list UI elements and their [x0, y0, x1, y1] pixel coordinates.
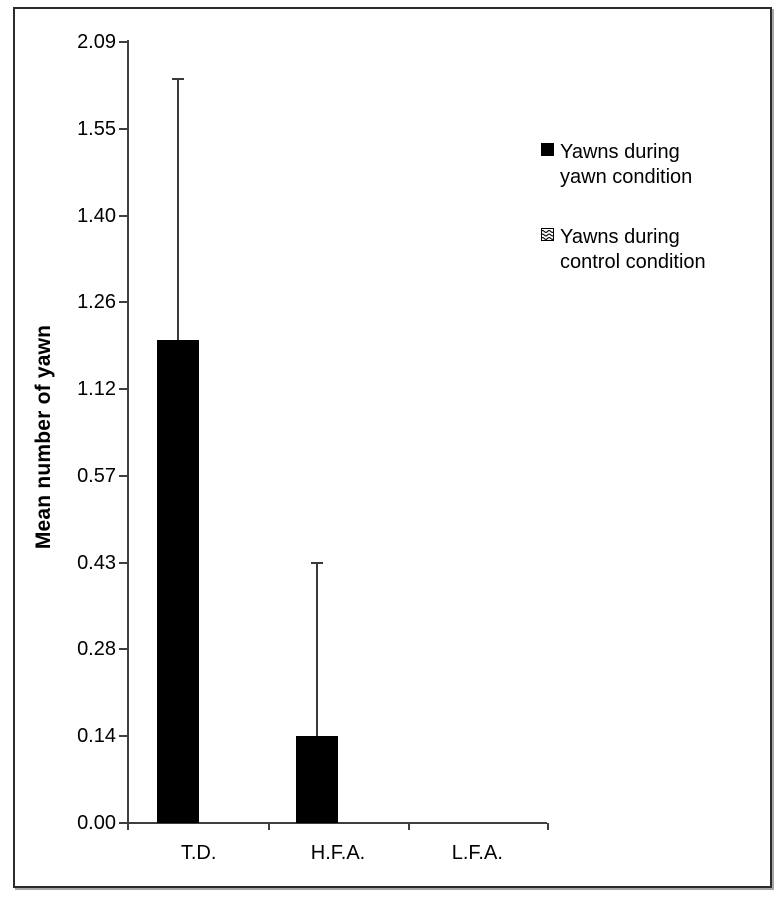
chart-frame: [13, 7, 772, 888]
legend-label-line1: Yawns during: [560, 226, 680, 248]
y-tick-label: 0.28: [77, 638, 116, 660]
y-tick-mark: [119, 562, 127, 564]
x-axis-line: [127, 822, 547, 824]
legend-label-control-condition: Yawns during control condition: [560, 225, 706, 275]
legend-label-line1: Yawns during: [560, 141, 680, 163]
y-tick-label: 1.40: [77, 205, 116, 227]
x-tick-mark: [547, 823, 549, 830]
y-tick-mark: [119, 41, 127, 43]
x-tick-mark: [127, 823, 129, 830]
category-label: H.F.A.: [310, 842, 366, 864]
y-tick-label: 1.55: [77, 118, 116, 140]
y-tick-label: 1.12: [77, 378, 116, 400]
error-bar-line: [177, 79, 179, 340]
error-bar-cap: [311, 562, 323, 564]
legend-item-control-condition: Yawns during control condition: [540, 225, 706, 275]
error-bar-cap: [172, 78, 184, 80]
legend-label-line2: control condition: [560, 251, 706, 273]
y-tick-label: 0.43: [77, 552, 116, 574]
legend-item-yawn-condition: Yawns during yawn condition: [541, 140, 692, 190]
category-label: T.D.: [180, 842, 217, 864]
y-tick-mark: [119, 648, 127, 650]
legend-label-yawn-condition: Yawns during yawn condition: [560, 140, 692, 190]
y-tick-mark: [119, 388, 127, 390]
y-tick-mark: [119, 128, 127, 130]
x-tick-mark: [408, 823, 410, 830]
y-tick-label: 0.57: [77, 465, 116, 487]
x-tick-mark: [268, 823, 270, 830]
legend-swatch-wave-pattern-square: [540, 228, 555, 241]
legend-swatch-solid-black-square: [541, 143, 554, 156]
y-tick-label: 0.14: [77, 725, 116, 747]
category-label: L.F.A.: [451, 842, 503, 864]
y-tick-label: 0.00: [77, 812, 116, 834]
y-axis-line: [127, 40, 129, 825]
y-tick-mark: [119, 301, 127, 303]
y-tick-label: 1.26: [77, 291, 116, 313]
y-tick-mark: [119, 822, 127, 824]
y-tick-label: 2.09: [77, 31, 116, 53]
y-tick-mark: [119, 735, 127, 737]
error-bar-line: [316, 563, 318, 736]
bar-hfa-series1: [296, 736, 338, 823]
y-tick-mark: [119, 475, 127, 477]
legend-label-line2: yawn condition: [560, 166, 693, 188]
y-tick-mark: [119, 215, 127, 217]
bar-td-series1: [157, 340, 199, 823]
